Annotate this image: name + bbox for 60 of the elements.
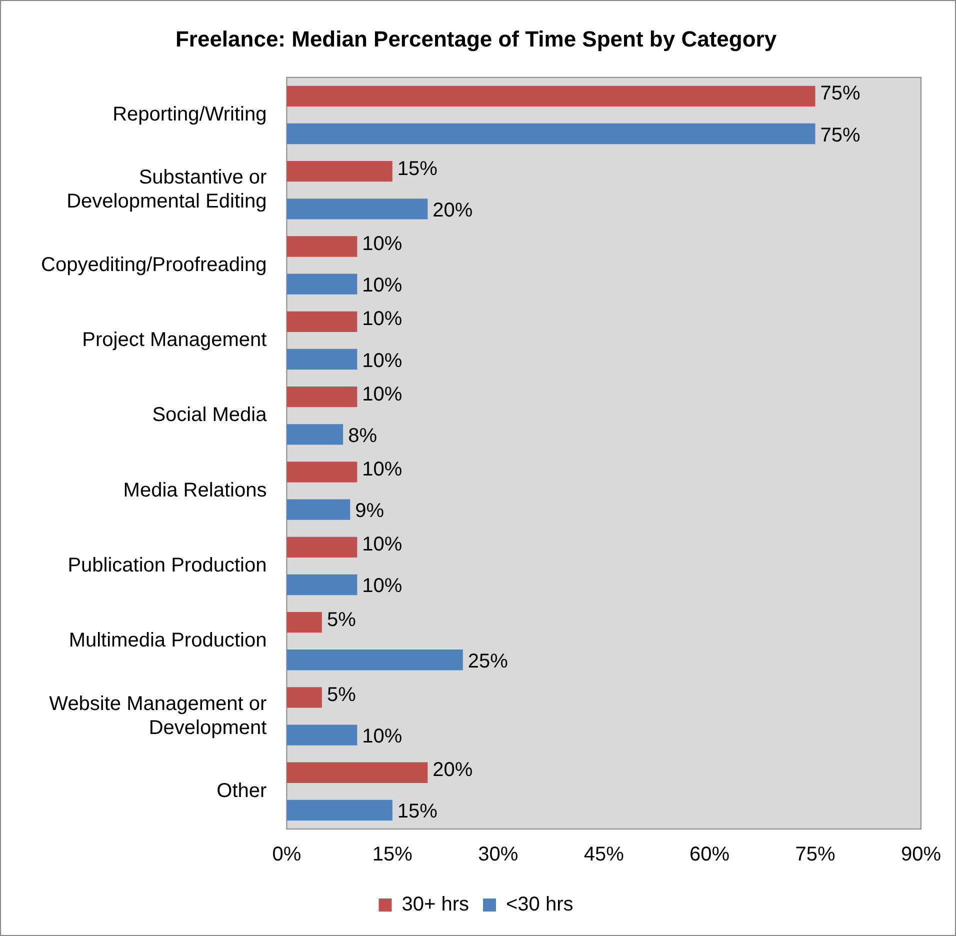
data-label: 10% xyxy=(362,233,402,256)
data-label: 8% xyxy=(348,424,378,447)
x-tick-label: 15% xyxy=(372,844,413,866)
bar xyxy=(286,424,344,445)
data-label: 20% xyxy=(432,199,473,222)
legend-label: <30 hrs xyxy=(506,894,574,916)
bar xyxy=(286,236,358,257)
y-tick-label: Publication Production xyxy=(68,554,267,576)
data-label: 10% xyxy=(362,350,402,372)
bar xyxy=(286,650,463,670)
bar xyxy=(286,462,358,482)
data-label: 10% xyxy=(362,534,402,556)
bar xyxy=(286,311,358,332)
y-tick-label: Social Media xyxy=(152,404,268,426)
bar xyxy=(286,536,358,558)
x-tick-label: 30% xyxy=(478,844,518,866)
data-label: 5% xyxy=(326,608,356,631)
data-label: 10% xyxy=(362,575,402,598)
data-label: 10% xyxy=(362,308,402,330)
x-tick-label: 90% xyxy=(900,844,942,866)
bar xyxy=(286,386,358,408)
data-label: 10% xyxy=(362,274,402,297)
legend-label: 30+ hrs xyxy=(402,894,469,916)
x-tick-label: 75% xyxy=(795,844,836,866)
data-label: 75% xyxy=(820,82,861,105)
data-label: 5% xyxy=(326,684,356,706)
bar xyxy=(286,274,358,294)
bar xyxy=(286,612,322,633)
y-tick-label: Copyediting/Proofreading xyxy=(41,254,267,276)
data-label: 20% xyxy=(432,759,473,782)
bar xyxy=(286,499,350,520)
chart-title: Freelance: Median Percentage of Time Spent by Category xyxy=(175,26,778,52)
y-tick-label: Other xyxy=(216,780,268,802)
bar xyxy=(286,161,392,182)
y-tick-label: Website Management or Development xyxy=(49,692,268,739)
bar xyxy=(286,800,392,821)
data-label: 10% xyxy=(362,458,402,481)
bar xyxy=(286,86,816,107)
y-tick-label: Project Management xyxy=(82,328,268,351)
bar xyxy=(286,348,358,370)
bar xyxy=(286,762,428,783)
data-label: 15% xyxy=(397,158,438,180)
data-label: 75% xyxy=(820,124,861,146)
y-tick-label: Media Relations xyxy=(123,479,267,502)
bar xyxy=(286,123,816,144)
y-tick-label: Substantive or Developmental Editing xyxy=(66,166,268,213)
y-tick-label: Reporting/Writing xyxy=(112,103,267,126)
x-tick-label: 60% xyxy=(690,844,730,866)
bar xyxy=(286,198,428,220)
bar xyxy=(286,574,358,596)
data-label: 10% xyxy=(362,383,402,406)
data-label: 15% xyxy=(397,800,438,823)
y-tick-label: Multimedia Production xyxy=(68,630,267,652)
x-tick-label: 0% xyxy=(272,844,302,866)
data-label: 10% xyxy=(362,726,402,748)
data-label: 25% xyxy=(468,650,508,672)
bar xyxy=(286,724,358,746)
data-label: 9% xyxy=(355,500,384,522)
bar xyxy=(286,687,322,708)
x-tick-label: 45% xyxy=(584,844,624,866)
